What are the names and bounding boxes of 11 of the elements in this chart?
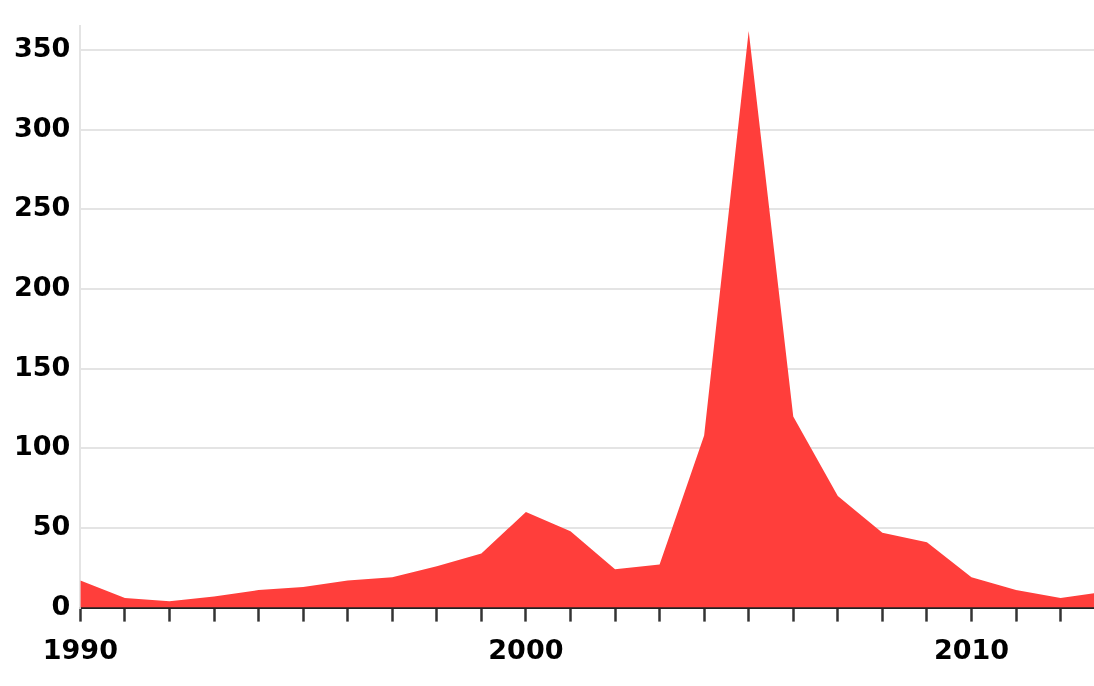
y-tick-label: 250	[13, 191, 71, 223]
x-tick-label: 2010	[933, 633, 1010, 665]
y-tick-label: 50	[32, 509, 71, 541]
y-tick-label: 150	[13, 350, 71, 382]
x-tick-label: 1990	[42, 633, 118, 665]
y-tick-label: 200	[13, 271, 71, 303]
y-tick-label: 300	[13, 111, 71, 143]
y-tick-label: 100	[13, 430, 71, 462]
y-tick-label: 0	[51, 589, 71, 621]
x-tick-label: 2000	[488, 633, 564, 665]
y-tick-label: 350	[13, 32, 71, 64]
